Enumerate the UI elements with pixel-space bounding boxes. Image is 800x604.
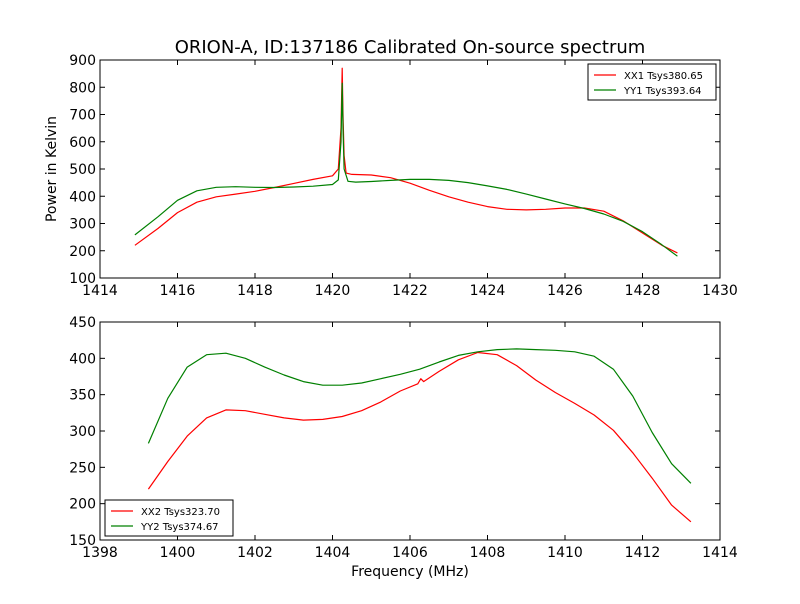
chart-title: ORION-A, ID:137186 Calibrated On-source … (175, 37, 646, 58)
y-tick-label: 200 (69, 244, 96, 260)
legend-box (104, 499, 234, 537)
x-tick-label: 1412 (625, 545, 661, 561)
y-tick-label: 350 (69, 388, 96, 404)
legend-label: YY2 Tsys374.67 (140, 522, 219, 533)
x-tick-label: 1404 (315, 545, 351, 561)
series-line-2-1 (147, 351, 692, 523)
y-tick-label: 300 (69, 217, 96, 233)
x-tick-label: 1410 (547, 545, 583, 561)
y-tick-label: 900 (69, 53, 96, 69)
y-tick-label: 400 (69, 351, 96, 367)
x-tick-label: 1428 (625, 283, 661, 299)
legend: XX1 Tsys380.65 YY1 Tsys393.64 (587, 63, 717, 101)
x-tick-label: 1398 (82, 545, 118, 561)
x-tick-label: 1416 (160, 283, 196, 299)
x-tick-label: 1406 (392, 545, 428, 561)
y-tick-label: 150 (69, 533, 96, 549)
x-tick-label: 1418 (237, 283, 273, 299)
top-subplot: 1414 1416 1418 1420 1422 1424 1426 1428 1430 100 2… (44, 53, 738, 299)
x-tick-label: 1408 (470, 545, 506, 561)
y-tick-label: 700 (69, 108, 96, 124)
x-tick-label: 1424 (470, 283, 506, 299)
y-tick-label: 500 (69, 162, 96, 178)
legend-label: XX2 Tsys323.70 (141, 507, 220, 518)
x-tick-label: 1430 (702, 283, 738, 299)
legend: XX2 Tsys323.70 YY2 Tsys374.67 (104, 499, 234, 537)
y-tick-label: 250 (69, 460, 96, 476)
series-line-1-1 (134, 67, 678, 254)
legend-box (587, 63, 717, 101)
x-tick-label: 1414 (702, 545, 738, 561)
x-tick-label: 1422 (392, 283, 428, 299)
x-tick-label: 1420 (315, 283, 351, 299)
x-tick-label: 1426 (547, 283, 583, 299)
legend-label: YY1 Tsys393.64 (623, 86, 702, 97)
x-tick-label: 1400 (160, 545, 196, 561)
y-tick-label: 800 (69, 80, 96, 96)
y-tick-label: 200 (69, 497, 96, 513)
y-tick-label: 600 (69, 135, 96, 151)
legend-label: XX1 Tsys380.65 (624, 71, 703, 82)
x-axis-label: Frequency (MHz) (351, 564, 469, 580)
y-axis-label: Power in Kelvin (44, 116, 60, 222)
y-tick-label: 450 (69, 315, 96, 331)
y-tick-label: 400 (69, 189, 96, 205)
y-tick-label: 100 (69, 271, 96, 287)
y-tick-label: 300 (69, 424, 96, 440)
bottom-subplot: 1398 1400 1402 1404 1406 1408 1410 1412 1414 150 2… (69, 315, 738, 561)
series-line-2-2 (147, 348, 692, 484)
x-tick-label: 1402 (237, 545, 273, 561)
series-line-1-2 (134, 82, 678, 257)
x-tick-label: 1414 (82, 283, 118, 299)
